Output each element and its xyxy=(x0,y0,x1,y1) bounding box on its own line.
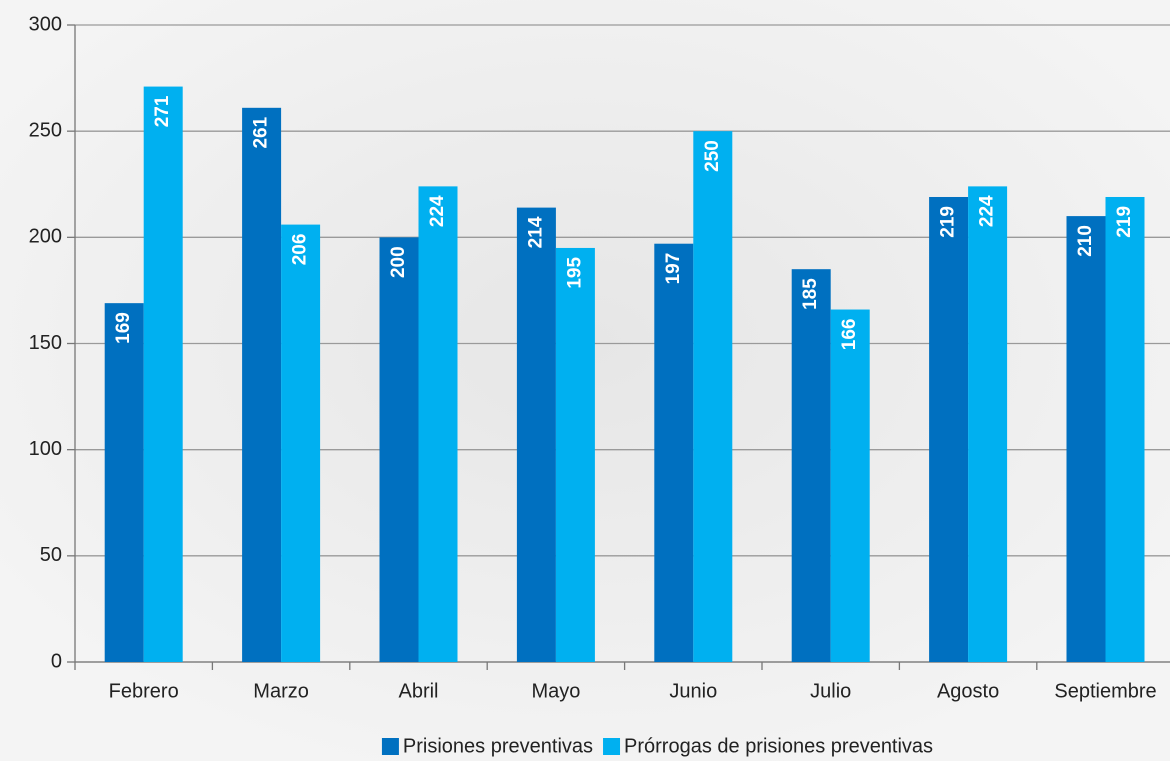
x-tick-label: Septiembre xyxy=(1054,680,1156,702)
legend: Prisiones preventivas Prórrogas de prisio… xyxy=(381,735,933,757)
bar xyxy=(1105,196,1145,663)
x-tick-label: Julio xyxy=(810,680,851,702)
data-label: 224 xyxy=(977,195,998,227)
bar xyxy=(929,196,969,663)
bar xyxy=(418,186,458,662)
data-label: 261 xyxy=(251,116,272,148)
bar xyxy=(143,86,183,663)
y-tick-label: 0 xyxy=(51,650,62,672)
data-label: 197 xyxy=(663,253,684,285)
x-tick-label: Abril xyxy=(398,680,438,702)
bar xyxy=(242,107,282,662)
data-label: 224 xyxy=(427,195,448,227)
x-tick-label: Junio xyxy=(669,680,717,702)
x-tick-label: Agosto xyxy=(937,680,999,702)
x-tick-label: Marzo xyxy=(253,680,309,702)
bar xyxy=(516,207,556,662)
data-label: 185 xyxy=(800,278,821,310)
legend-label: Prisiones preventivas xyxy=(403,735,593,757)
bar xyxy=(104,303,144,662)
data-label: 219 xyxy=(938,206,959,238)
data-label: 166 xyxy=(839,319,860,351)
y-tick-label: 50 xyxy=(40,544,62,566)
data-label: 200 xyxy=(388,246,409,278)
data-label: 271 xyxy=(152,95,173,127)
data-label: 206 xyxy=(290,234,311,266)
legend-swatch xyxy=(381,738,399,755)
y-tick-label: 150 xyxy=(29,332,62,354)
y-tick-label: 100 xyxy=(29,438,62,460)
x-tick-label: Mayo xyxy=(531,680,580,702)
bar xyxy=(968,186,1008,662)
bar xyxy=(281,224,321,663)
data-label: 219 xyxy=(1114,206,1135,238)
data-label: 169 xyxy=(113,312,134,344)
data-label: 210 xyxy=(1075,225,1096,257)
bar xyxy=(1066,216,1106,662)
bar xyxy=(555,247,595,662)
bar xyxy=(830,309,870,662)
y-tick-label: 250 xyxy=(29,119,62,141)
data-label: 250 xyxy=(702,140,723,172)
legend-label: Prórrogas de prisiones preventivas xyxy=(624,735,933,757)
bar xyxy=(791,269,831,662)
legend-swatch xyxy=(603,738,621,755)
x-tick-label: Febrero xyxy=(109,680,179,702)
bar xyxy=(693,131,733,662)
bar xyxy=(654,243,694,662)
y-tick-label: 300 xyxy=(29,13,62,35)
bars: 169 271 261 206 200 224 214 195 197 250 185 166 219 2… xyxy=(104,86,1145,663)
y-tick-label: 200 xyxy=(29,226,62,248)
data-label: 195 xyxy=(564,257,585,289)
bar xyxy=(379,237,419,663)
data-label: 214 xyxy=(525,216,546,248)
